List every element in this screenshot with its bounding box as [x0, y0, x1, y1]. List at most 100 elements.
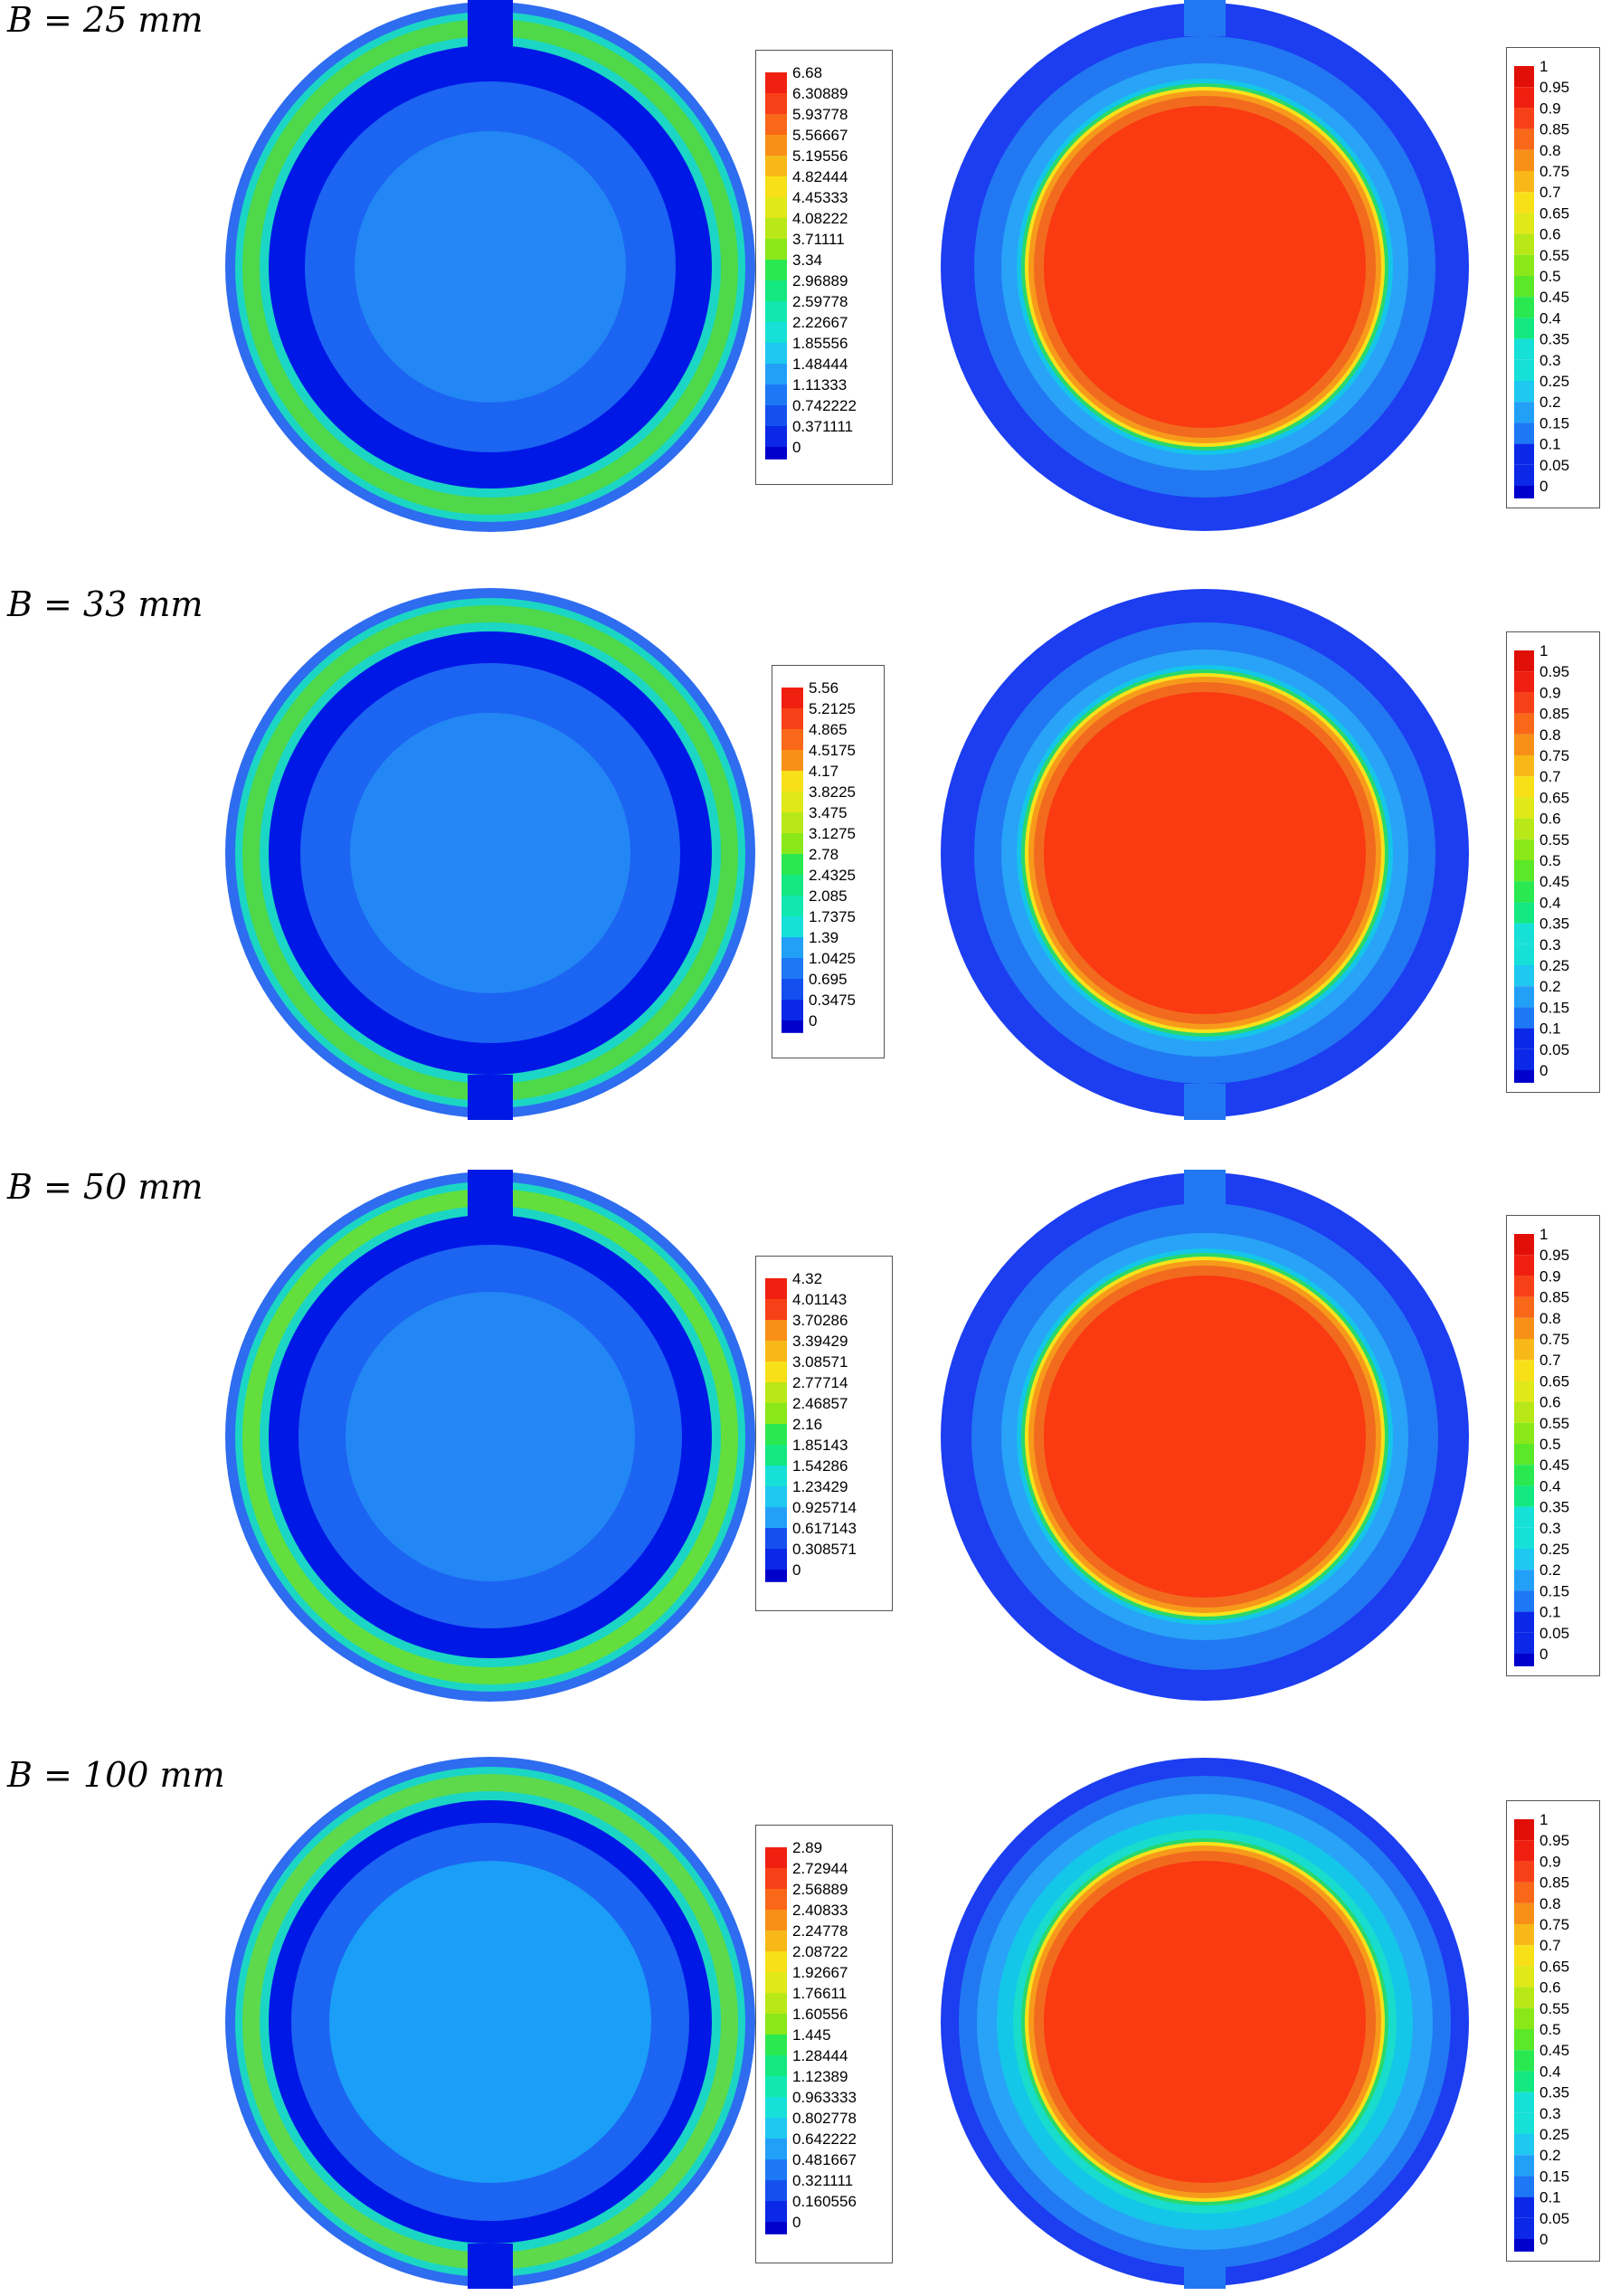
legend-tick-label: 0.1: [1539, 2189, 1561, 2206]
legend-swatch: [1514, 381, 1534, 403]
legend-swatch: [1514, 254, 1534, 276]
legend-tick-label: 0.3: [1539, 352, 1561, 369]
legend-tick-label: 0.55: [1539, 247, 1569, 264]
legend-tick-label: 5.19556: [792, 147, 848, 165]
legend-swatch: [1514, 1840, 1534, 1862]
legend-swatch: [765, 1445, 787, 1466]
legend-swatch: [765, 1361, 787, 1382]
legend-tick-label: 0.3475: [809, 991, 856, 1009]
legend-swatch: [1514, 1819, 1534, 1841]
legend-tick-label: 0.75: [1539, 1331, 1569, 1348]
legend-tick-label: 1: [1539, 642, 1548, 659]
legend-swatch: [1514, 797, 1534, 819]
legend-tick-label: 0.05: [1539, 1041, 1569, 1058]
legend-tick-label: 0.2: [1539, 1561, 1561, 1579]
legend-tick-label: 0.95: [1539, 79, 1569, 96]
legend-swatch: [1514, 1317, 1534, 1339]
legend-swatch: [1514, 650, 1534, 672]
legend-swatch: [1514, 276, 1534, 298]
legend-tick-label: 0.25: [1539, 2126, 1569, 2143]
legend-tick-label: 0.35: [1539, 916, 1569, 933]
legend-swatch: [1514, 1506, 1534, 1528]
legend-tick-label: 4.82444: [792, 168, 848, 185]
legend-swatch: [782, 937, 803, 958]
legend-swatch: [1514, 1255, 1534, 1276]
legend-swatch: [765, 2139, 787, 2159]
right-legend-b33: 1 0.95 0.9 0.85 0.8 0.75 0.7 0.65 0.6 0.55 0.5 0.45…: [1506, 631, 1600, 1093]
legend-tick-label: 0.7: [1539, 1937, 1561, 1954]
legend-tick-label: 1.76611: [792, 1985, 847, 2002]
legend-swatch: [765, 2055, 787, 2076]
legend-tick-label: 0.95: [1539, 1247, 1569, 1264]
legend-tick-label: 0.1: [1539, 436, 1561, 453]
legend-tick-label: 0.25: [1539, 373, 1569, 390]
legend-swatch: [765, 260, 787, 280]
legend-swatch: [765, 1570, 787, 1582]
legend-swatch: [1514, 402, 1534, 423]
legend-tick-label: 4.01143: [792, 1291, 847, 1308]
legend-swatch: [782, 792, 803, 812]
legend-tick-label: 0.642222: [792, 2130, 857, 2148]
legend-swatch: [765, 2180, 787, 2201]
legend-swatch: [1514, 338, 1534, 360]
legend-tick-label: 0.8: [1539, 1895, 1561, 1912]
legend-tick-label: 1.7375: [809, 908, 856, 925]
legend-swatch: [782, 833, 803, 854]
legend-swatch: [765, 114, 787, 135]
legend-swatch: [765, 364, 787, 384]
legend-swatch: [765, 1341, 787, 1361]
legend-swatch: [1514, 1924, 1534, 1946]
legend-tick-label: 0.45: [1539, 2042, 1569, 2059]
legend-swatch: [1514, 1861, 1534, 1883]
legend-tick-label: 0.5: [1539, 1436, 1561, 1453]
legend-swatch: [1514, 965, 1534, 987]
legend-tick-label: 0: [792, 1561, 800, 1579]
legend-tick-label: 0.1: [1539, 1020, 1561, 1038]
legend-tick-label: 0.2: [1539, 394, 1561, 411]
legend-tick-label: 0.963333: [792, 2089, 857, 2106]
legend-swatch: [1514, 1654, 1534, 1666]
legend-swatch: [1514, 233, 1534, 255]
legend-tick-label: 0: [1539, 478, 1548, 495]
legend-tick-label: 0.925714: [792, 1499, 857, 1516]
legend-tick-label: 0.85: [1539, 1874, 1569, 1892]
legend-tick-label: 1.48444: [792, 356, 848, 373]
legend-tick-label: 2.72944: [792, 1860, 848, 1877]
legend-swatch: [1514, 2007, 1534, 2029]
legend-swatch: [1514, 1276, 1534, 1297]
legend-swatch: [765, 1847, 787, 1868]
legend-tick-label: 4.45333: [792, 189, 848, 206]
legend-swatch: [765, 1993, 787, 2014]
legend-swatch: [765, 135, 787, 156]
legend-tick-label: 0.742222: [792, 397, 857, 414]
legend-tick-label: 0.6: [1539, 226, 1561, 243]
legend-swatch: [765, 197, 787, 218]
legend-tick-label: 0.7: [1539, 184, 1561, 201]
legend-swatch: [1514, 192, 1534, 213]
legend-swatch: [1514, 213, 1534, 234]
right-legend-b100: 1 0.95 0.9 0.85 0.8 0.75 0.7 0.65 0.6 0.55 0.5 0.45…: [1506, 1800, 1600, 2262]
legend-tick-label: 0.65: [1539, 1372, 1569, 1390]
legend-swatch: [1514, 66, 1534, 88]
legend-tick-label: 0.3: [1539, 936, 1561, 954]
legend-swatch: [1514, 1048, 1534, 1070]
left-legend-b25: 6.68 6.30889 5.93778 5.56667 5.19556 4.82444 4…: [755, 50, 893, 485]
legend-swatch: [1514, 2134, 1534, 2156]
legend-swatch: [765, 1466, 787, 1486]
left-legend-b50-swatches: 4.32 4.01143 3.70286 3.39429 3.08571 2.77714 2…: [765, 1270, 857, 1582]
legend-tick-label: 0.65: [1539, 789, 1569, 806]
legend-tick-label: 0.7: [1539, 768, 1561, 785]
legend-tick-label: 2.16: [792, 1416, 822, 1433]
legend-tick-label: 0.617143: [792, 1520, 857, 1537]
legend-swatch: [1514, 1234, 1534, 1256]
legend-tick-label: 1.0425: [809, 950, 856, 967]
legend-tick-label: 0.35: [1539, 331, 1569, 348]
legend-swatch: [1514, 171, 1534, 193]
legend-tick-label: 3.08571: [792, 1353, 848, 1371]
legend-swatch: [765, 343, 787, 364]
legend-tick-label: 1.23429: [792, 1478, 848, 1495]
legend-tick-label: 0: [1539, 1646, 1548, 1663]
legend-tick-label: 1.60556: [792, 2006, 848, 2023]
legend-swatch: [765, 1868, 787, 1889]
legend-tick-label: 3.8225: [809, 783, 856, 801]
